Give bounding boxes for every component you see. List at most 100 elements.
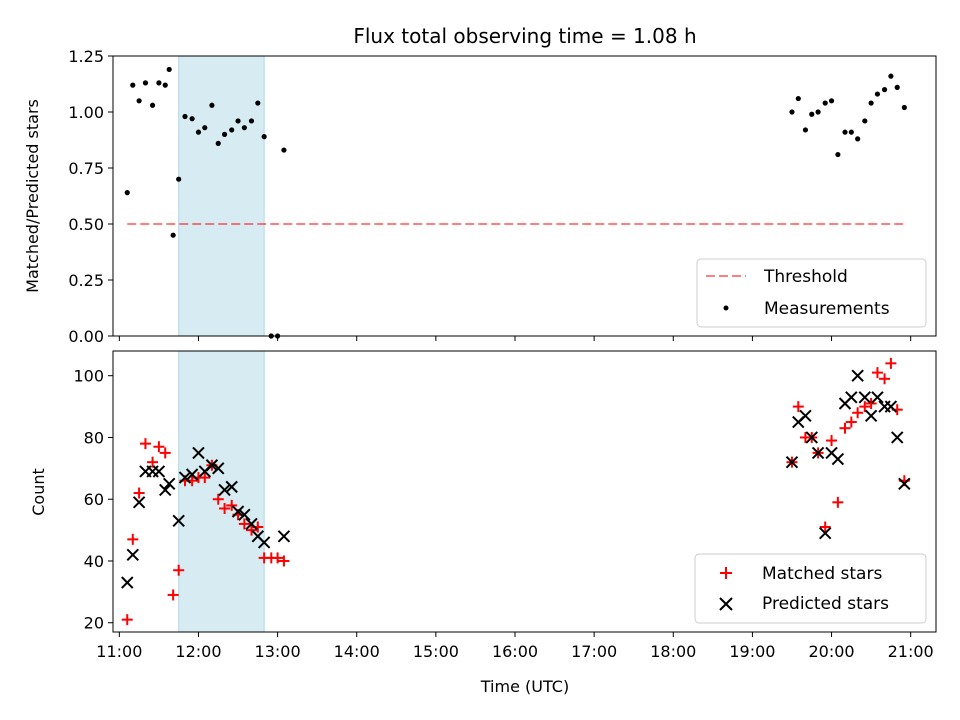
measurement-point [848,129,854,135]
matched-star-point [121,614,133,626]
matched-star-point [245,524,257,536]
predicted-star-point [871,391,884,404]
predicted-star-point [172,514,185,528]
top-ytick-label: 0.75 [68,159,104,178]
predicted-star-point [238,508,251,521]
measurement-point [802,127,809,133]
top-plot-frame [112,55,937,337]
measurement-point [162,82,168,88]
bottom-ytick-label: 100 [73,367,104,386]
legend-predicted-label: Predicted stars [762,594,889,614]
measurement-point [215,140,221,146]
predicted-star-points [121,369,911,589]
bottom-xtick-label: 19:00 [729,642,775,661]
bottom-xtick-label: 21:00 [888,642,934,661]
matched-star-point [238,518,250,530]
top-ytick-label: 0.25 [68,271,104,290]
top-legend: Threshold Measurements [696,258,927,328]
predicted-star-point [851,369,864,382]
measurement-point [130,82,136,88]
measurement-point [855,136,861,142]
measurement-point [901,104,907,111]
measurement-point [822,100,828,106]
measurement-point [795,95,801,102]
predicted-star-point [891,431,904,444]
predicted-star-point [225,480,238,494]
predicted-star-point [132,496,146,509]
bottom-xtick-label: 13:00 [255,642,301,661]
bottom-xtick-label: 11:00 [96,642,142,661]
predicted-star-point [121,576,134,589]
measurement-point [868,100,874,106]
measurement-point [166,66,172,73]
bottom-legend: Matched stars Predicted stars [694,553,927,624]
bottom-panel: 20 40 60 80 100 11:00 12:00 13:00 14:00 15:00 16:… [29,350,937,696]
matched-star-point [127,533,139,545]
matched-star-point [859,401,871,413]
top-ytick-label: 0.00 [68,327,104,346]
bottom-highlight-span [178,350,265,633]
predicted-star-point [864,409,878,423]
measurement-point [149,102,156,108]
top-ytick-label: 0.50 [68,215,104,234]
matched-star-point [139,438,151,450]
predicted-star-point [218,483,231,497]
measurement-point [202,125,208,131]
measurement-point [888,73,894,79]
matched-star-point [173,564,185,576]
measurement-point [195,129,202,135]
matched-star-point [278,555,290,567]
matched-star-point [272,552,284,564]
predicted-star-point [805,431,818,444]
predicted-star-point [159,483,172,497]
legend-threshold-label: Threshold [763,267,848,287]
predicted-star-point [257,536,271,549]
top-ytick-label: 1.25 [68,47,104,66]
predicted-star-point [178,471,192,484]
measurement-points [124,66,907,339]
predicted-star-point [845,391,858,404]
predicted-star-point [785,455,799,469]
measurement-point [241,125,247,131]
predicted-star-point [277,530,291,543]
measurement-point [142,80,149,86]
top-y-axis-label: Matched/Predicted stars [23,99,42,293]
predicted-star-point [192,446,205,460]
matched-star-point [865,397,877,409]
measurement-point [176,176,182,182]
bottom-ytick-label: 60 [84,490,104,509]
bottom-ytick-label: 20 [84,614,104,633]
matched-star-point [133,487,145,499]
predicted-star-point [162,477,176,490]
matched-star-points [121,357,910,626]
matched-star-point [871,367,883,379]
bottom-xtick-label: 16:00 [492,642,538,661]
measurement-point [235,118,241,124]
measurement-point [255,100,261,106]
legend-measurements-swatch [723,305,729,311]
bottom-xtick-label: 15:00 [413,642,459,661]
bottom-y-ticks: 20 40 60 80 100 [73,367,113,633]
matched-star-point [219,502,231,514]
measurement-point [189,116,195,122]
predicted-star-point [205,459,219,472]
matched-star-point [153,441,165,453]
measurement-point [281,147,287,153]
measurement-point [894,84,900,90]
predicted-star-point [884,400,898,413]
predicted-star-point [819,526,832,540]
legend-matched-swatch [720,567,732,579]
predicted-star-point [898,477,911,490]
matched-star-point [852,407,864,419]
top-chart-title: Flux total observing time = 1.08 h [353,24,696,48]
measurement-point [221,131,228,137]
predicted-star-point [185,468,199,481]
bottom-legend-box [694,553,927,624]
measurement-point [156,80,162,86]
matched-star-point [792,401,804,413]
measurement-point [248,118,255,124]
predicted-star-point [811,446,825,460]
measurement-point [229,127,235,133]
matched-star-point [879,373,891,385]
